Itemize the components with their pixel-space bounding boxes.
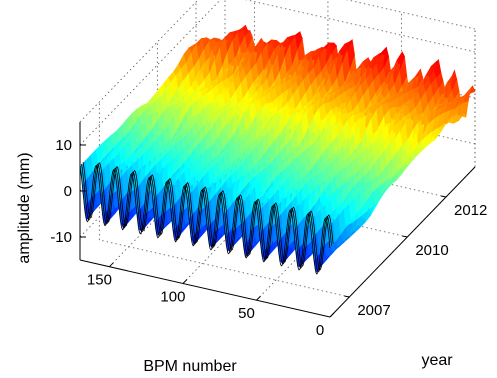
profile-line: [82, 162, 334, 271]
grid-edge: [79, 0, 199, 123]
grid-edge: [346, 0, 476, 30]
grid-line: [79, 0, 221, 146]
z-tick-label: -10: [50, 229, 72, 246]
z-tick-label: 0: [64, 183, 72, 200]
y-axis-label: year: [421, 352, 453, 369]
z-tick-label: 10: [55, 137, 72, 154]
x-tick-label: 50: [238, 305, 255, 322]
y-tick: [402, 235, 408, 238]
y-axis-line: [329, 166, 476, 318]
y-tick: [440, 195, 447, 198]
y-tick-label: 2012: [454, 202, 487, 219]
x-tick-label: 150: [87, 272, 112, 289]
front-profile-lines: [79, 162, 334, 275]
x-tick: [329, 312, 335, 318]
y-tick-label: 2010: [415, 242, 448, 259]
x-tick: [256, 295, 261, 301]
y-tick-label: 2007: [357, 302, 390, 319]
z-axis-label: amplitude (mm): [16, 152, 33, 263]
y-tick: [344, 295, 350, 298]
x-axis-label: BPM number: [143, 358, 237, 375]
surface-plot: [79, 24, 476, 273]
x-axis-line: [79, 259, 331, 318]
profile-line: [79, 165, 331, 275]
x-tick: [109, 262, 114, 268]
axes: [79, 122, 476, 318]
profile-line: [81, 163, 332, 273]
x-tick-label: 0: [316, 322, 324, 339]
x-tick-label: 100: [160, 288, 185, 305]
x-tick: [182, 279, 188, 284]
